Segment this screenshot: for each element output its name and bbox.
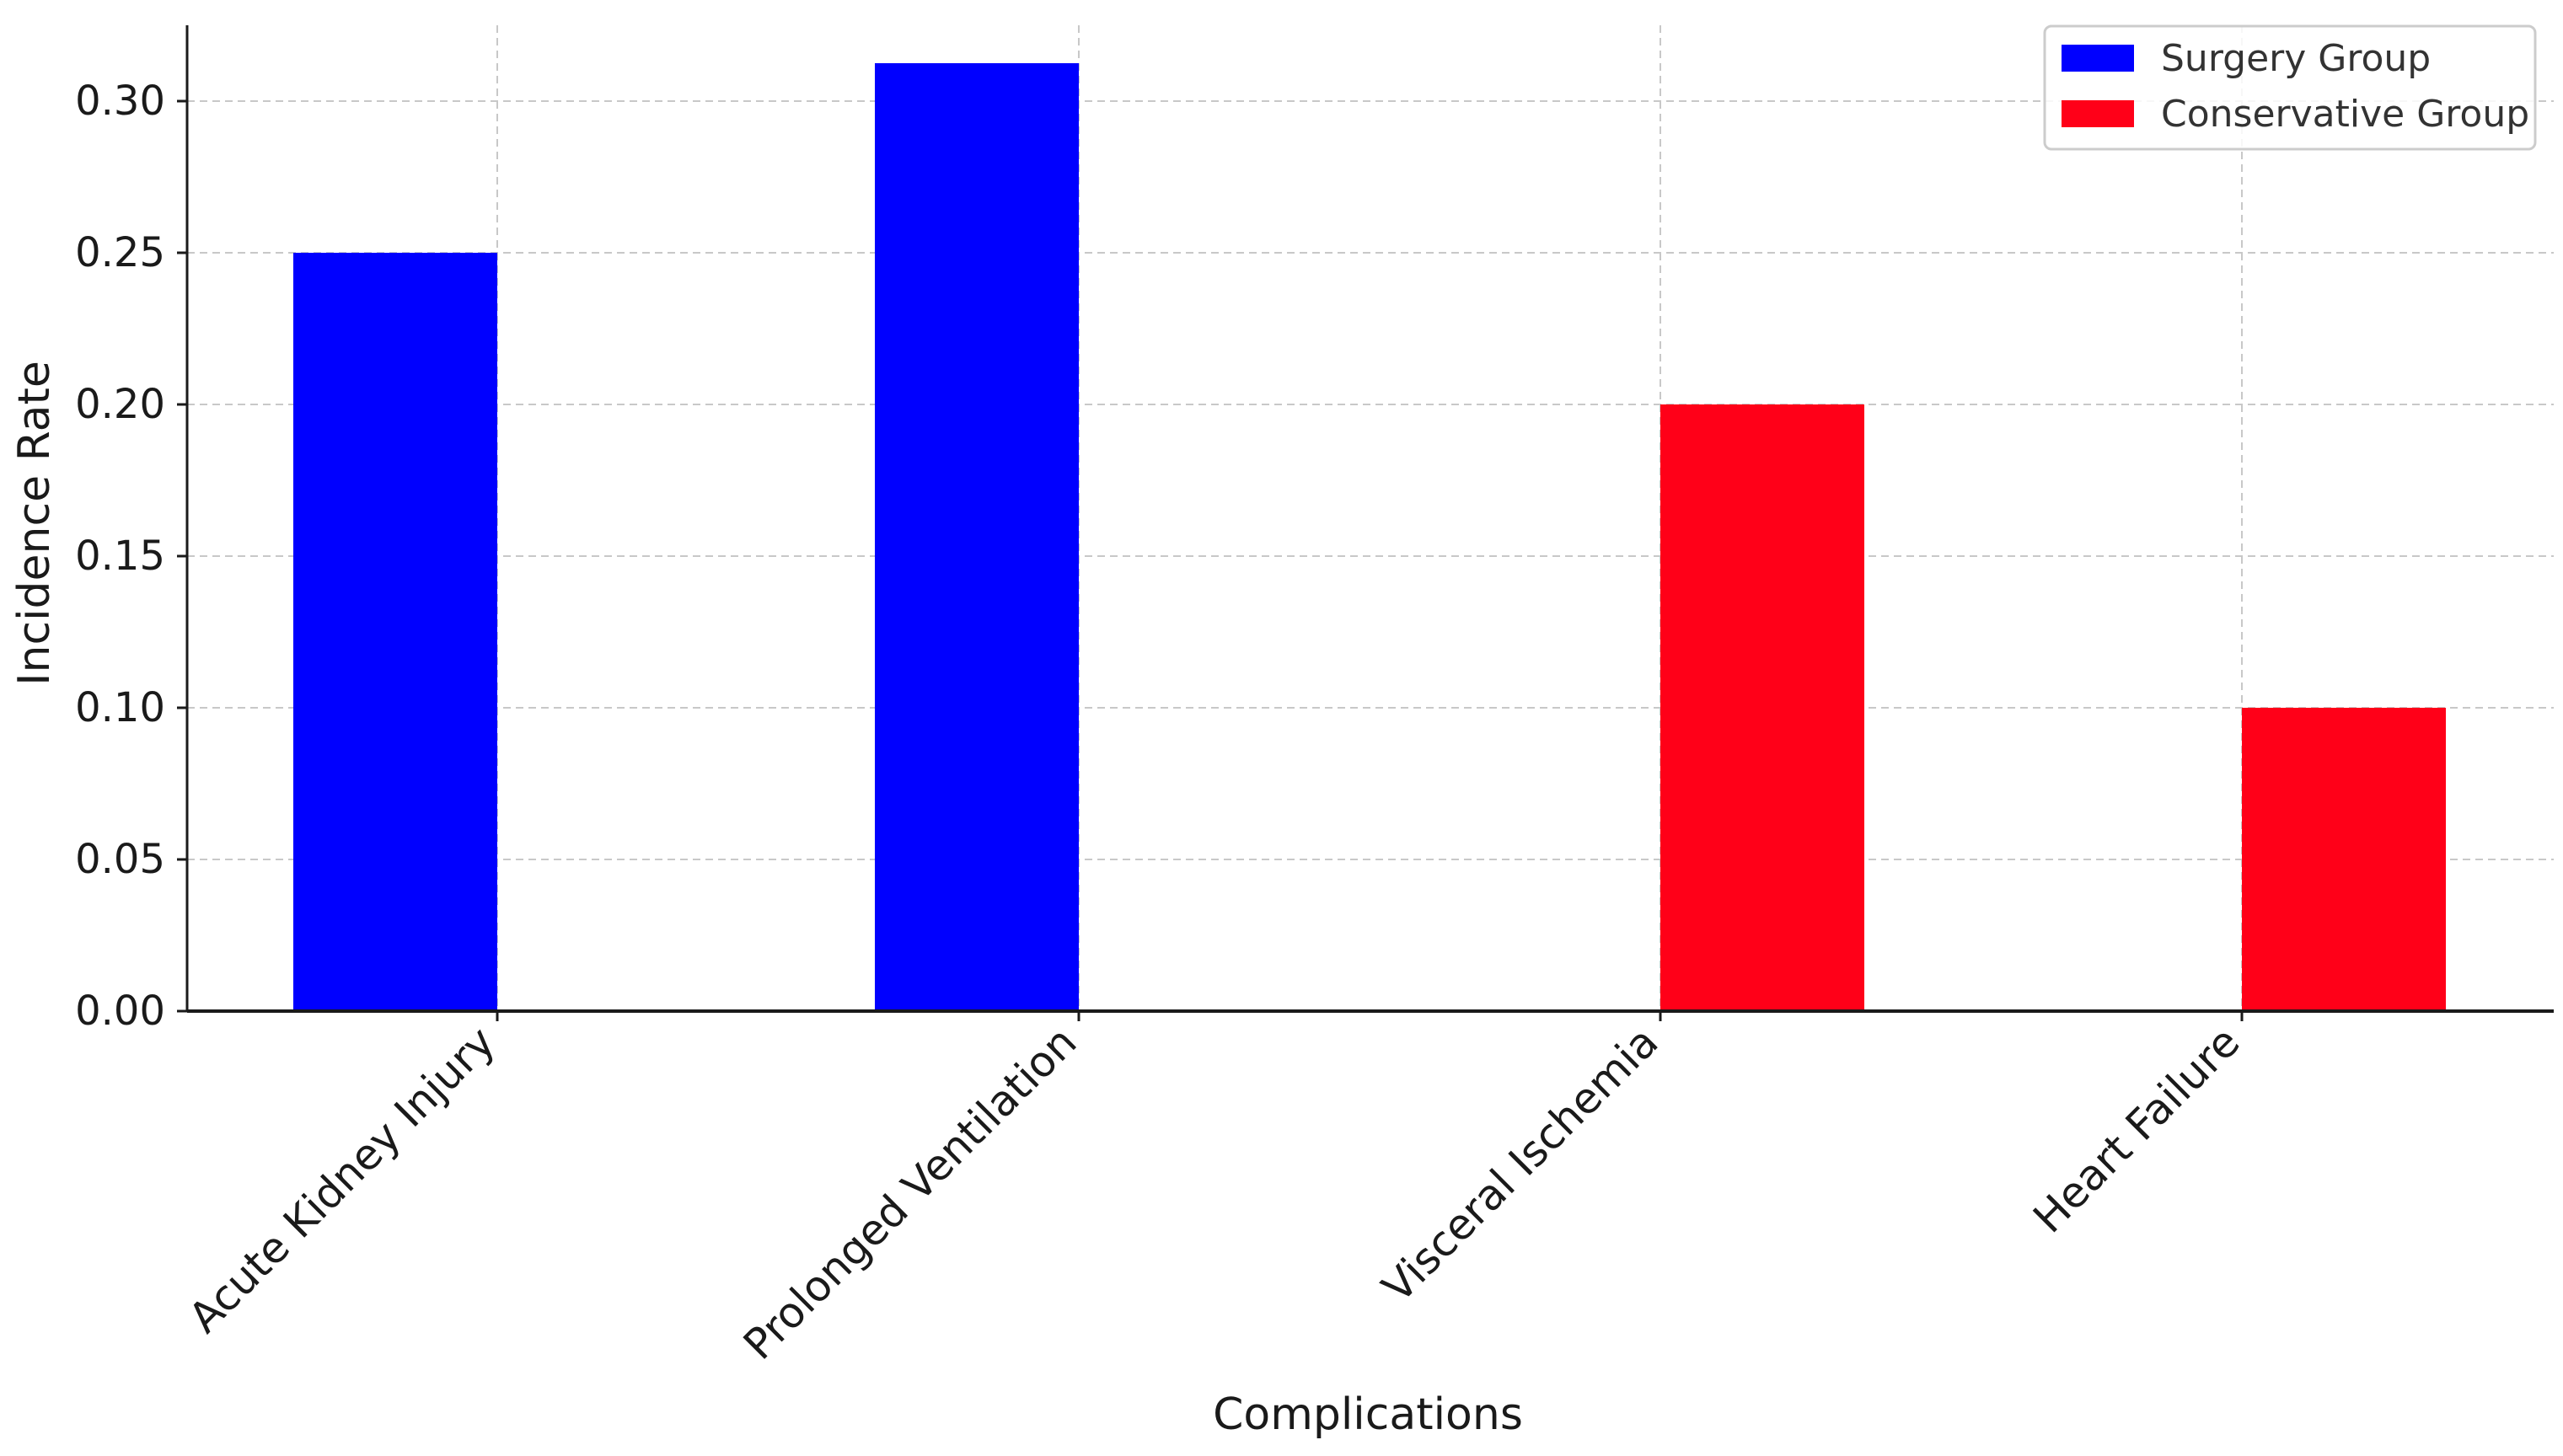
legend-label-surgery: Surgery Group xyxy=(2161,37,2431,80)
y-tick-label: 0.05 xyxy=(75,836,165,883)
y-tick-label: 0.30 xyxy=(75,78,165,125)
y-tick-labels: 0.00 0.05 0.10 0.15 0.20 0.25 0.30 xyxy=(75,78,165,1035)
legend-label-conservative: Conservative Group xyxy=(2161,93,2529,136)
legend: Surgery Group Conservative Group xyxy=(2043,24,2537,151)
legend-box xyxy=(2043,24,2537,151)
y-tick-label: 0.20 xyxy=(75,381,165,428)
y-tick-label: 0.00 xyxy=(75,988,165,1035)
legend-swatch-surgery xyxy=(2062,45,2134,72)
bar-conservative-3 xyxy=(2242,708,2446,1011)
y-tick-label: 0.15 xyxy=(75,533,165,580)
axes xyxy=(177,25,2554,1021)
legend-swatch-conservative xyxy=(2062,100,2134,127)
bar-conservative-2 xyxy=(1660,404,1864,1011)
y-tick-label: 0.25 xyxy=(75,229,165,276)
bar-surgery-0 xyxy=(293,253,497,1011)
y-axis-title: Incidence Rate xyxy=(9,361,60,686)
y-tick-label: 0.10 xyxy=(75,684,165,731)
bar-surgery-1 xyxy=(875,63,1079,1011)
x-axis-title: Complications xyxy=(1213,1389,1523,1440)
bars xyxy=(293,63,2446,1011)
